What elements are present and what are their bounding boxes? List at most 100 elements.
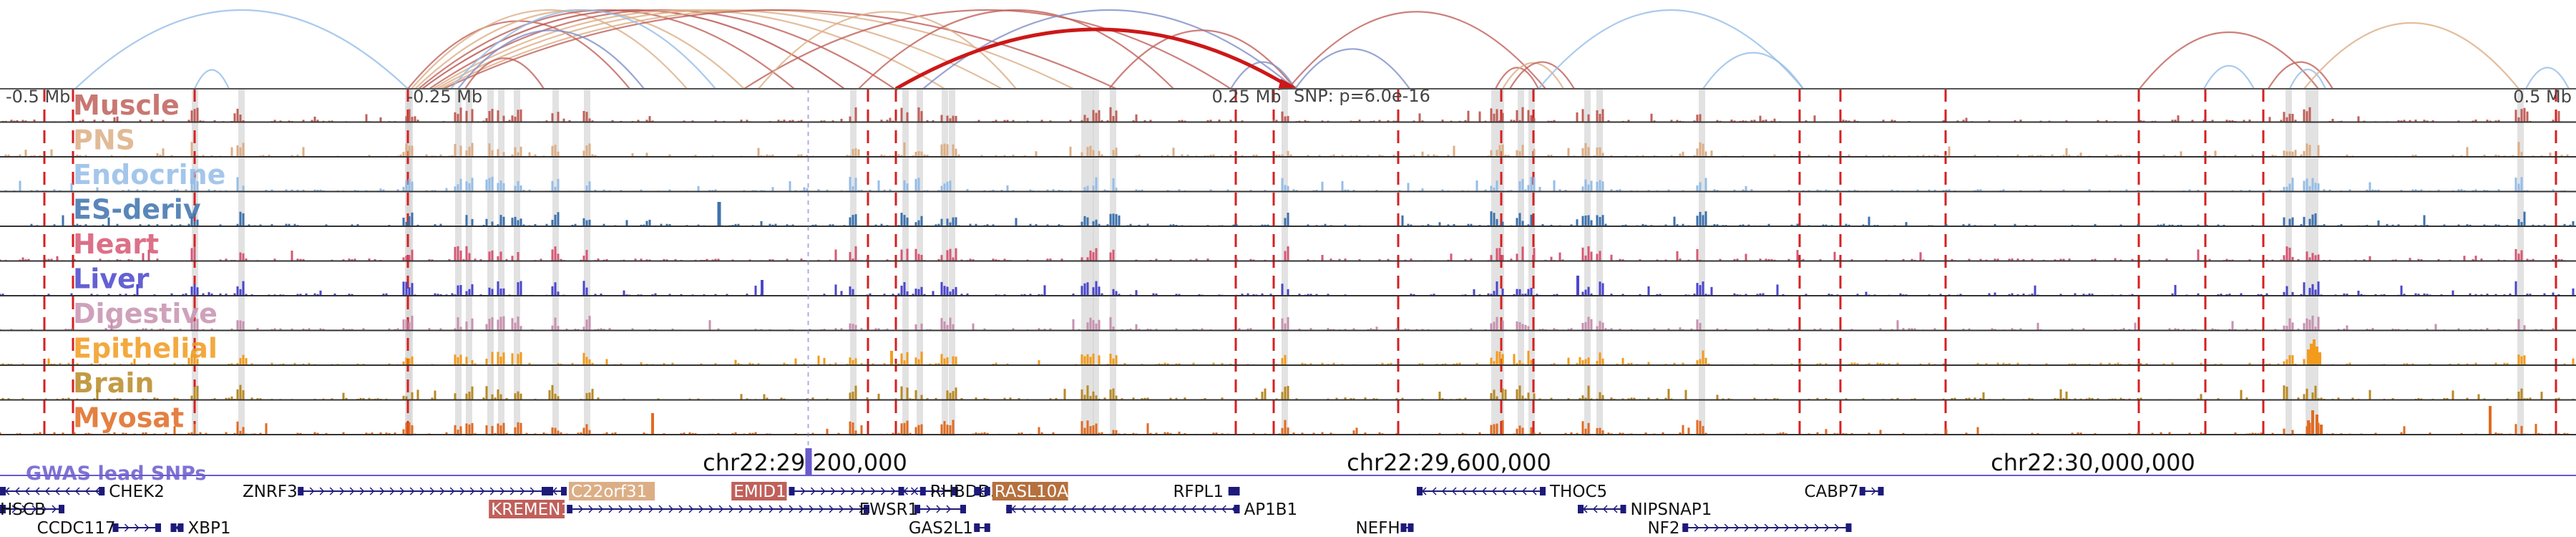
gene-exon xyxy=(0,505,6,513)
gene-exon xyxy=(561,487,567,495)
gene-exon xyxy=(789,487,795,495)
track-digestive: Digestive xyxy=(0,298,2576,332)
highlight-band xyxy=(917,89,923,436)
gene-label: GAS2L1 xyxy=(909,519,973,537)
highlight-band xyxy=(466,89,472,436)
highlight-band xyxy=(1491,89,1498,436)
gene-label: THOC5 xyxy=(1549,483,1607,501)
highlight-band xyxy=(455,89,462,436)
offset-label: 0.5 Mb xyxy=(2513,87,2572,107)
loop-arc xyxy=(2268,61,2333,90)
gene-exon xyxy=(298,487,304,495)
loop-arc-arrowhead xyxy=(1278,79,1297,90)
highlight-band xyxy=(949,89,955,436)
coordinate-label: chr22:29,200,000 xyxy=(703,449,907,476)
gene-exon xyxy=(1540,487,1546,495)
loop-arc xyxy=(443,9,1117,90)
track-label: ES-deriv xyxy=(73,194,201,226)
gene-exon xyxy=(112,523,119,532)
gene-hscb: HSCB xyxy=(0,500,64,519)
loop-arc xyxy=(1538,9,1804,90)
loop-arc xyxy=(2203,64,2255,90)
loop-arc xyxy=(411,9,688,90)
loop-arc xyxy=(1230,61,1296,90)
highlight-band xyxy=(1518,89,1524,436)
signal-peak-strong xyxy=(890,339,2321,365)
gene-label: ZNRF3 xyxy=(243,483,298,501)
signal-peak-strong xyxy=(651,406,2492,435)
gene-exon xyxy=(567,505,572,513)
gene-label: RASL10A xyxy=(995,483,1068,501)
track-label: Endocrine xyxy=(73,159,225,190)
gene-label: XBP1 xyxy=(188,519,231,537)
highlight-bands xyxy=(192,89,2524,436)
gene-xbp1: XBP1 xyxy=(170,519,231,537)
loop-arc xyxy=(1287,11,1546,90)
gene-label: NEFH xyxy=(1355,519,1400,537)
gene-exon xyxy=(1417,487,1423,495)
track-liver: Liver xyxy=(0,263,2576,296)
loop-arcs xyxy=(74,9,2570,91)
gene-label: NF2 xyxy=(1647,519,1679,537)
highlight-band xyxy=(1088,89,1094,436)
gene-exon xyxy=(1400,523,1407,532)
track-label: Liver xyxy=(73,263,150,295)
gene-exon xyxy=(974,523,980,532)
gene-exon xyxy=(1407,523,1414,532)
gene-label: RFPL1 xyxy=(1173,483,1224,501)
gene-nipsnap1: NIPSNAP1 xyxy=(1578,500,1712,519)
gene-exon xyxy=(1859,487,1865,495)
highlight-band xyxy=(1093,89,1099,436)
loop-arc xyxy=(1502,62,1564,90)
highlight-band xyxy=(850,89,857,436)
gene-exon xyxy=(59,505,64,513)
gene-c22orf31: C22orf31 xyxy=(547,482,655,501)
gwas-track: GWAS lead SNPs xyxy=(0,448,2576,485)
highlight-band xyxy=(902,89,909,436)
gene-exon xyxy=(974,487,980,495)
track-myosat: Myosat xyxy=(0,402,2576,435)
highlight-band xyxy=(2517,89,2524,436)
gene-cabp7: CABP7 xyxy=(1804,483,1884,501)
loop-arc-highlight xyxy=(894,27,1289,91)
track-brain: Brain xyxy=(0,367,2576,401)
loop-arc xyxy=(2139,32,2319,90)
gene-nf2: NF2 xyxy=(1647,519,1852,537)
gene-label: CCDC117 xyxy=(37,519,116,537)
gene-label: C22orf31 xyxy=(571,483,647,501)
signal-peak-strong xyxy=(761,276,1579,296)
gene-exon xyxy=(1234,487,1240,495)
coordinate-label: chr22:29,600,000 xyxy=(1347,449,1551,476)
highlight-band xyxy=(238,89,245,436)
gene-exon xyxy=(1620,505,1626,513)
gene-exon xyxy=(898,487,904,495)
highlight-band xyxy=(1081,89,1088,436)
boundary-lines xyxy=(43,89,2557,436)
gene-rfpl1: RFPL1 xyxy=(1173,483,1240,501)
gene-znrf3: ZNRF3 xyxy=(243,483,547,501)
loop-arc xyxy=(74,9,409,90)
track-label: Heart xyxy=(73,228,159,260)
gene-exon xyxy=(0,487,6,495)
gene-label: RHBDD3 xyxy=(930,483,1001,501)
gene-exon xyxy=(919,487,926,495)
offset-label: -0.5 Mb xyxy=(6,87,70,107)
gene-label: CHEK2 xyxy=(109,483,165,501)
track-label: Muscle xyxy=(73,90,180,121)
highlight-band xyxy=(498,89,504,436)
loop-arc xyxy=(743,9,1231,90)
gene-label: EWSR1 xyxy=(859,500,919,519)
gene-label: AP1B1 xyxy=(1244,500,1298,519)
track-epithelial: Epithelial xyxy=(0,333,2576,366)
gene-exon xyxy=(864,505,869,513)
loop-arc xyxy=(432,9,945,90)
highlight-band xyxy=(2285,89,2292,436)
highlight-band xyxy=(406,89,413,436)
gene-exon xyxy=(170,523,177,532)
highlight-band xyxy=(487,89,494,436)
highlight-band xyxy=(514,89,520,436)
offset-label: 0.25 Mb xyxy=(1212,87,1282,107)
gene-exon xyxy=(1845,523,1852,532)
highlight-band xyxy=(1528,89,1535,436)
